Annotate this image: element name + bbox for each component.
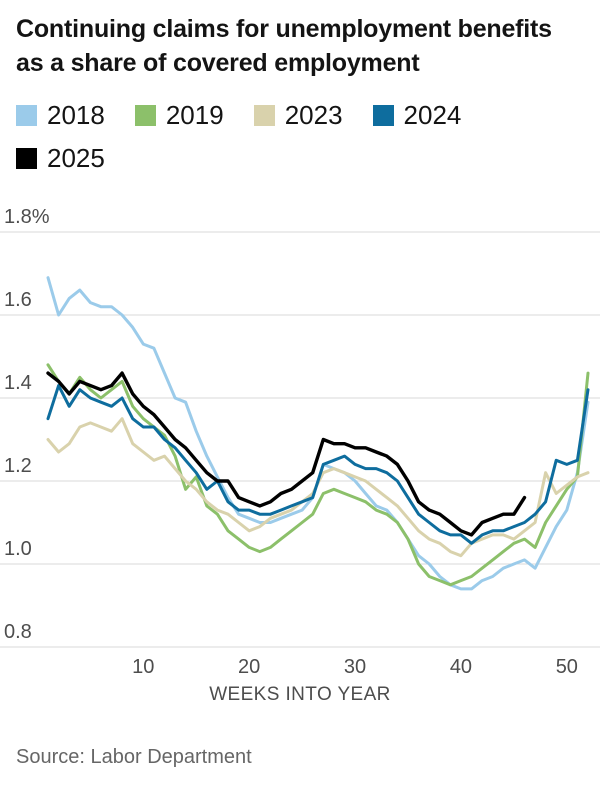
- line-chart: 0.8 1.0 1.2 1.4 1.6 1.8% 10 20 30 40 50: [0, 206, 600, 678]
- legend-item-2024: 2024: [372, 100, 462, 131]
- y-tick-label: 0.8: [4, 621, 32, 643]
- series-line-2019: [46, 363, 590, 587]
- legend-swatch-2024: [372, 105, 394, 126]
- legend-item-2018: 2018: [16, 100, 105, 131]
- chart-legend: 2018 2019 2023 2024 2025: [16, 100, 486, 174]
- y-tick-label: 1.0: [4, 538, 32, 560]
- legend-label: 2024: [403, 100, 462, 130]
- legend-label: 2019: [165, 100, 224, 130]
- legend-item-2019: 2019: [134, 100, 224, 131]
- x-tick-label: 50: [556, 656, 578, 678]
- x-tick-label: 30: [344, 656, 366, 678]
- legend-label: 2025: [47, 143, 105, 173]
- y-tick-label: 1.2: [4, 455, 32, 477]
- legend-swatch-2019: [134, 105, 156, 126]
- chart-title: Continuing claims for unemployment benef…: [16, 15, 552, 77]
- chart-header: Continuing claims for unemployment benef…: [0, 0, 600, 174]
- series-line-2023: [46, 417, 590, 558]
- source-note: Source: Labor Department: [16, 746, 252, 768]
- legend-swatch-2018: [16, 105, 37, 126]
- series-line-2025: [46, 371, 527, 537]
- series-line-2024: [46, 384, 590, 545]
- y-tick-label: 1.8%: [4, 206, 50, 228]
- x-tick-label: 40: [450, 656, 472, 678]
- legend-label: 2023: [284, 100, 343, 130]
- legend-label: 2018: [47, 100, 105, 130]
- y-tick-label: 1.6: [4, 289, 32, 311]
- legend-item-2025: 2025: [16, 143, 105, 174]
- y-tick-label: 1.4: [4, 372, 32, 394]
- x-tick-label: 20: [238, 656, 260, 678]
- x-tick-label: 10: [132, 656, 154, 678]
- legend-swatch-2023: [253, 105, 275, 126]
- legend-swatch-2025: [16, 148, 37, 169]
- x-axis-title: WEEKS INTO YEAR: [209, 684, 391, 705]
- legend-item-2023: 2023: [253, 100, 343, 131]
